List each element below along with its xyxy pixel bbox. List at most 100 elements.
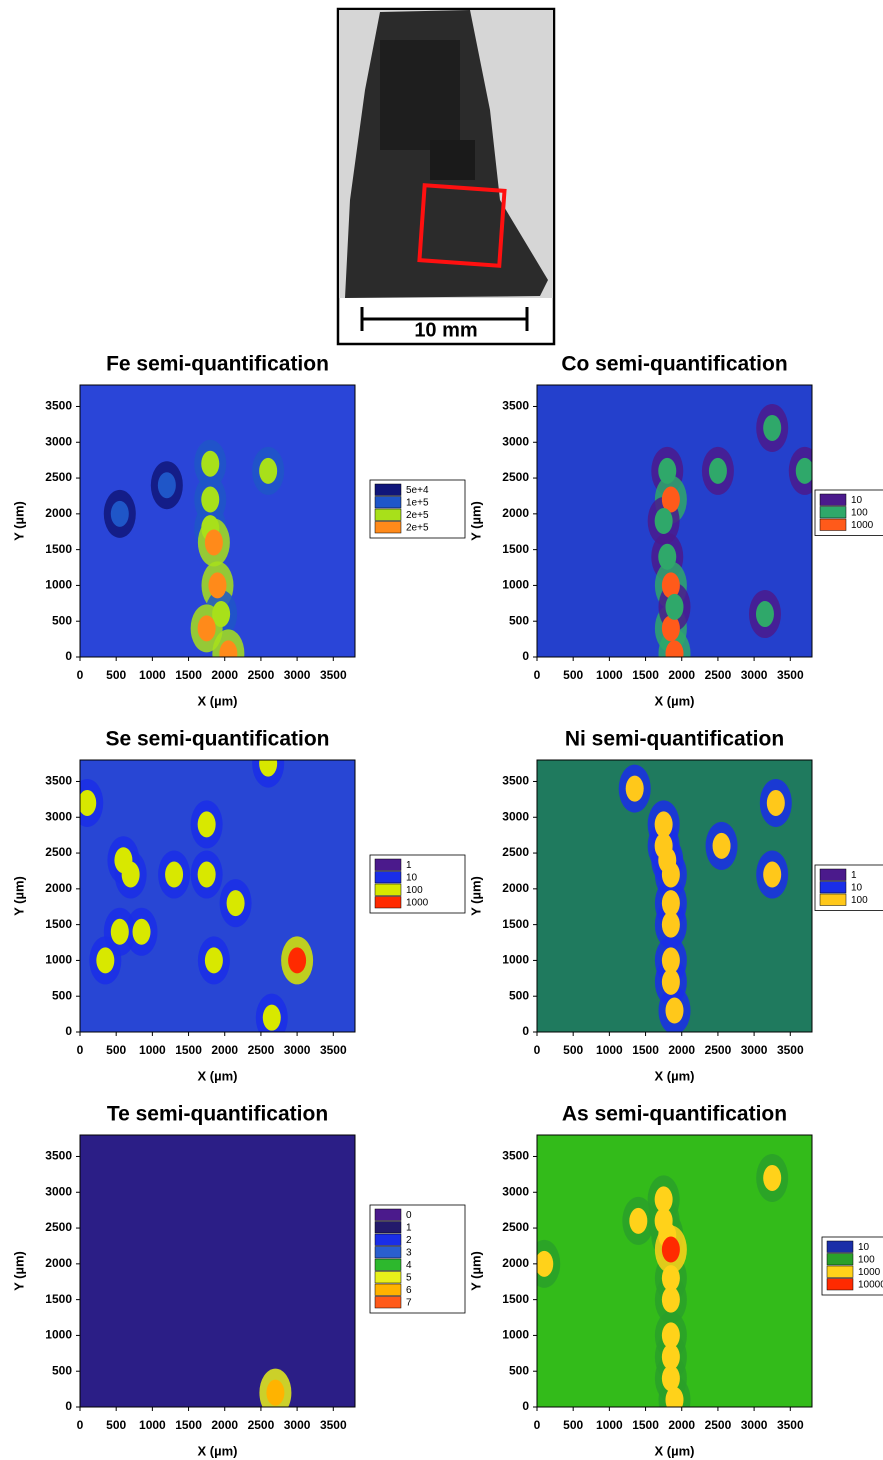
contour-peak [629,1207,648,1234]
y-tick-label: 500 [52,988,72,1002]
x-tick-label: 2500 [705,668,732,682]
contour-peak [537,1250,554,1277]
y-tick-label: 2000 [502,506,529,520]
legend-label: 10 [406,872,418,883]
legend-label: 1000 [858,1267,881,1278]
plot-area [537,385,812,657]
contour-peak [204,529,223,556]
y-tick-label: 0 [522,1024,529,1038]
legend: 01 23 45 67 [369,1204,466,1314]
legend: 5e+41e+5 2e+52e+5 [369,479,466,539]
legend-swatch [374,521,402,534]
legend-swatch [819,893,847,906]
y-tick-label: 2500 [502,845,529,859]
legend-swatch [819,506,847,519]
contour-peak [708,457,727,484]
x-tick-label: 1500 [175,1418,202,1432]
x-tick-label: 1500 [175,1043,202,1057]
x-tick-label: 1500 [632,1043,659,1057]
contour-peak [661,1322,680,1349]
legend-swatch [374,1296,402,1309]
y-tick-label: 500 [509,988,529,1002]
contour-peak [661,947,680,974]
contour-peak [121,861,140,888]
legend-swatch [374,896,402,909]
y-tick-label: 3000 [502,434,529,448]
contour-peak [165,861,184,888]
legend-label: 1000 [851,520,874,531]
legend-label: 2e+5 [406,510,429,521]
contour-peak [197,861,216,888]
chart-title: As semi-quantification [562,1103,787,1126]
legend-label: 10 [851,882,863,893]
legend-swatch [826,1253,854,1266]
x-axis-label: X (µm) [655,1068,695,1083]
y-tick-label: 1000 [45,953,72,967]
contour-peak [654,1186,673,1213]
contour-peak [658,457,677,484]
x-tick-label: 500 [563,668,583,682]
y-tick-label: 0 [65,1024,72,1038]
y-tick-label: 2000 [502,1256,529,1270]
legend-swatch [374,483,402,496]
y-tick-label: 3500 [45,1149,72,1163]
y-tick-label: 2500 [502,470,529,484]
x-tick-label: 2000 [668,668,695,682]
y-axis-label: Y (µm) [11,1251,26,1291]
legend-swatch [374,1246,402,1259]
plot-area [537,1135,812,1407]
y-tick-label: 2000 [502,881,529,895]
legend-label: 2 [406,1235,412,1246]
contour-peak [766,789,785,816]
plot-frame [536,759,813,1033]
y-tick-label: 3500 [502,399,529,413]
x-tick-label: 3000 [284,1418,311,1432]
x-axis-label: X (µm) [198,1443,238,1458]
y-tick-label: 1500 [45,542,72,556]
chart-title: Te semi-quantification [107,1103,328,1126]
y-tick-label: 1000 [502,578,529,592]
contour-peak [201,486,220,513]
x-tick-label: 2500 [248,1043,275,1057]
chart-title: Ni semi-quantification [565,728,784,751]
x-tick-label: 500 [563,1043,583,1057]
contour-peak [625,775,644,802]
x-tick-label: 500 [106,1043,126,1057]
x-tick-label: 3000 [741,1418,768,1432]
contour-peak [665,997,684,1024]
x-tick-label: 3500 [320,668,347,682]
x-tick-label: 2500 [705,1418,732,1432]
y-tick-label: 3000 [45,809,72,823]
legend-swatch [374,1258,402,1271]
contour-peak [665,593,684,620]
y-tick-label: 1500 [502,917,529,931]
contour-peak [197,811,216,838]
legend-swatch [819,881,847,894]
x-axis-label: X (µm) [198,693,238,708]
plot-frame [536,1134,813,1408]
x-tick-label: 0 [534,1043,541,1057]
x-tick-label: 1500 [632,668,659,682]
y-tick-label: 3500 [45,399,72,413]
plot-frame [79,384,356,658]
x-tick-label: 0 [534,668,541,682]
contour-peak [661,1286,680,1313]
contour-peak [197,615,216,642]
legend-label: 100 [406,885,423,896]
y-tick-label: 2500 [45,1220,72,1234]
contour-peak [661,1265,680,1292]
x-tick-label: 3000 [284,1043,311,1057]
contour-peak [288,947,307,974]
legend-label: 3 [406,1247,412,1258]
contour-peak [661,1365,680,1392]
x-tick-label: 1500 [175,668,202,682]
contour-peak [661,615,680,642]
y-axis-label: Y (µm) [468,876,483,916]
contour-peak [763,861,782,888]
y-tick-label: 1500 [45,917,72,931]
legend-swatch [826,1240,854,1253]
contour-peak [654,508,673,534]
